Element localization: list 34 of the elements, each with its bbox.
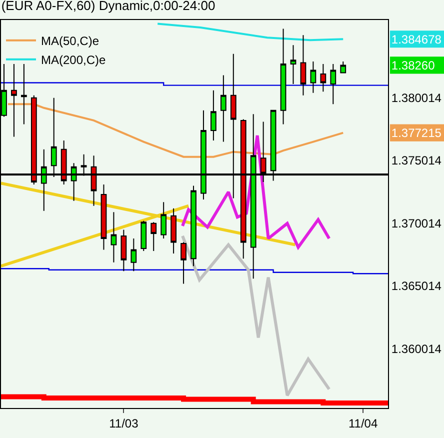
candlestick xyxy=(190,185,196,267)
candlestick xyxy=(170,208,176,254)
candlestick xyxy=(21,63,27,125)
candlestick xyxy=(140,220,147,252)
candlestick xyxy=(320,63,326,92)
candlestick xyxy=(11,63,17,138)
candlestick xyxy=(160,202,167,239)
y-tick-label: 1.360014 xyxy=(391,342,442,356)
candlestick xyxy=(330,63,336,105)
candlestick xyxy=(290,44,296,85)
legend-label: MA(50,C)e xyxy=(41,34,100,48)
candlestick xyxy=(280,28,286,125)
candlestick xyxy=(220,74,226,142)
candlestick xyxy=(340,60,346,74)
y-tick-label: 1.370014 xyxy=(391,216,442,230)
y-tick-label: 1.38260 xyxy=(391,58,436,72)
y-tick-label: 1.377215 xyxy=(391,126,442,140)
y-tick-label: 1.365014 xyxy=(391,279,442,294)
x-tick-label: 11/03 xyxy=(109,416,139,430)
candlestick xyxy=(300,34,306,96)
candlestick xyxy=(150,222,157,252)
candlestick xyxy=(180,242,186,284)
y-tick-label: 1.380014 xyxy=(391,90,442,105)
y-tick-label: 1.384678 xyxy=(391,32,442,46)
x-tick-label: 11/04 xyxy=(348,416,378,430)
candlestick xyxy=(110,212,117,263)
candlestick xyxy=(310,60,316,94)
legend-label: MA(200,C)e xyxy=(41,53,106,67)
candlestick xyxy=(120,229,127,272)
candlestick xyxy=(130,238,137,272)
candlestick xyxy=(210,90,216,142)
candlestick xyxy=(100,184,107,250)
chart-title: (EUR A0-FX,60) Dynamic,0:00-24:00 xyxy=(1,0,216,13)
y-tick-label: 1.375014 xyxy=(391,154,442,168)
